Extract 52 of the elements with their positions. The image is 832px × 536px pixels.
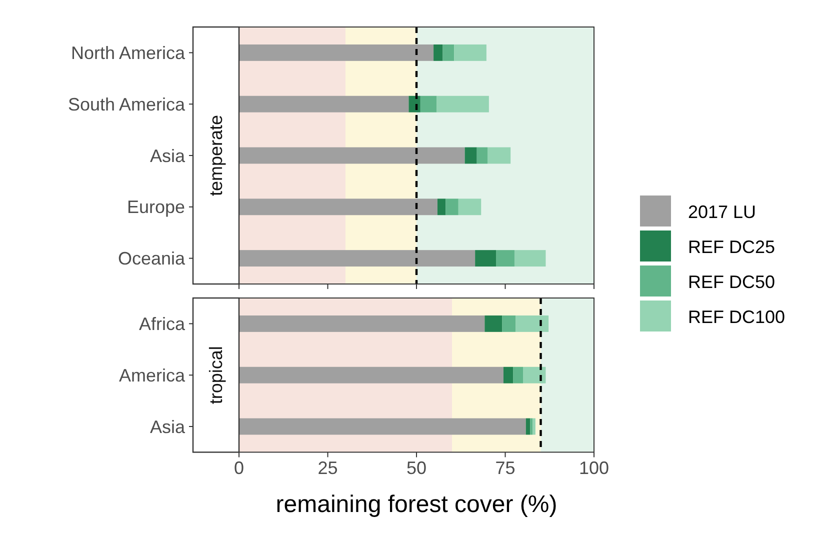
x-tick-label: 0 [234, 458, 244, 478]
bar [446, 198, 458, 216]
x-tick-label: 50 [406, 458, 427, 478]
bar [516, 315, 549, 332]
bar [503, 366, 514, 384]
bar [514, 250, 546, 267]
legend-label: REF DC25 [688, 236, 776, 257]
bar [488, 147, 511, 164]
bar [513, 366, 523, 384]
y-tick-label: Asia [150, 146, 186, 166]
bar [436, 96, 489, 112]
y-tick-label: Europe [126, 197, 185, 218]
y-tick-label: South America [68, 94, 186, 114]
bar [502, 315, 516, 332]
bar [239, 366, 504, 384]
y-tick-label: America [118, 365, 186, 386]
bar [523, 366, 546, 384]
x-tick-label: 25 [318, 458, 338, 478]
y-tick-label: North America [70, 43, 186, 63]
bar [420, 96, 437, 112]
x-tick-label: 100 [578, 458, 610, 478]
bar [496, 250, 514, 267]
bar [464, 147, 477, 164]
bar [476, 147, 488, 164]
bar [239, 198, 438, 216]
legend-label: 2017 LU [688, 202, 756, 222]
bar [458, 198, 482, 216]
bar [437, 198, 446, 216]
bar [239, 44, 434, 61]
bar [484, 315, 502, 332]
bar [532, 418, 536, 435]
bar [475, 250, 496, 267]
legend-label: REF DC100 [688, 306, 786, 327]
bar [454, 44, 486, 61]
y-tick-label: Africa [138, 314, 186, 334]
bar [239, 147, 465, 164]
y-tick-label: Oceania [118, 248, 186, 269]
bar [239, 315, 485, 332]
bar [442, 44, 454, 61]
text: temperate [206, 114, 226, 196]
bar [239, 96, 409, 112]
bar [434, 44, 443, 61]
bar [526, 418, 530, 435]
bar [408, 96, 420, 112]
bar [530, 418, 533, 435]
legend-label: REF DC50 [688, 272, 776, 292]
x-axis-title: remaining forest cover (%) [276, 491, 558, 518]
y-tick-label: Asia [150, 416, 186, 437]
bar [239, 250, 476, 267]
text: tropical [206, 346, 226, 404]
x-tick-label: 75 [495, 458, 516, 478]
bar [239, 418, 526, 435]
